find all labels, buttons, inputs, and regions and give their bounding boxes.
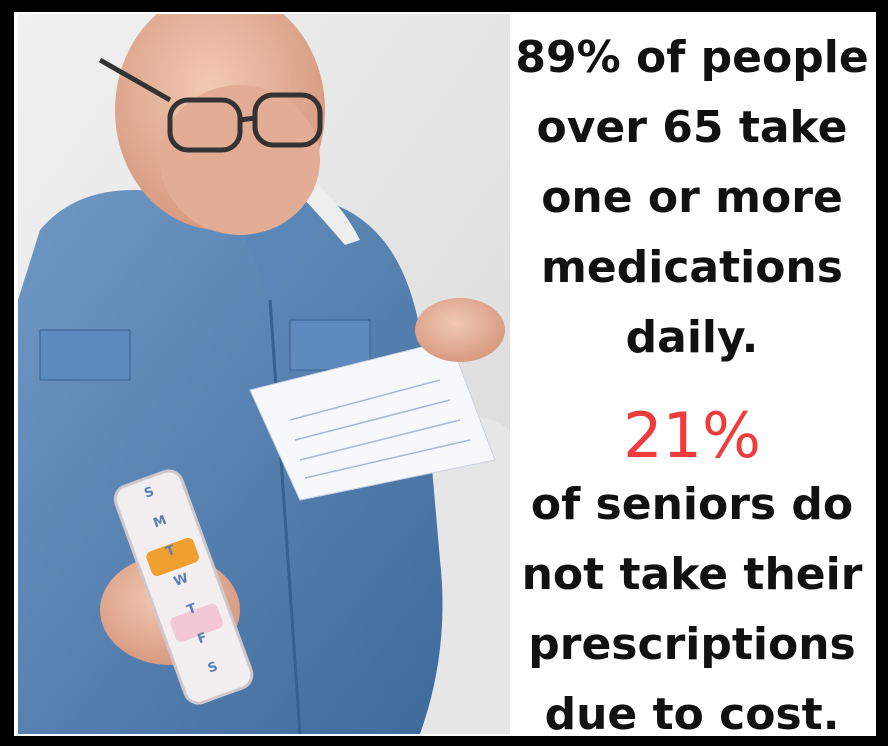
highlight-line: of seniors do xyxy=(531,479,853,530)
highlight-line: not take their xyxy=(522,549,863,600)
pill-day: M xyxy=(151,513,168,532)
statement-line: over 65 take xyxy=(537,102,848,153)
statement-line: 89% of people xyxy=(515,32,868,83)
statement-line: medications xyxy=(541,242,843,293)
highlight-line: due to cost. xyxy=(545,689,840,740)
highlight-line: prescriptions xyxy=(528,619,855,670)
pill-day: W xyxy=(172,571,191,590)
highlight-figure: 21% xyxy=(623,399,761,472)
statement-line: one or more xyxy=(541,172,843,223)
statement-line: daily. xyxy=(626,312,759,363)
text-column: 89% of people over 65 take one or more medi… xyxy=(515,32,868,740)
